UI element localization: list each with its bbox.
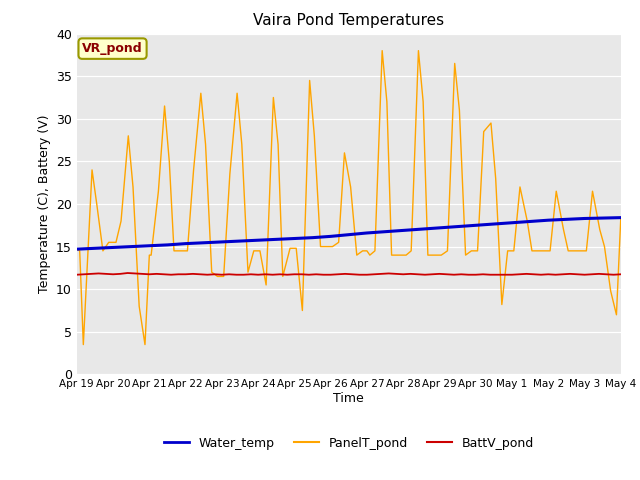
Title: Vaira Pond Temperatures: Vaira Pond Temperatures [253,13,444,28]
X-axis label: Time: Time [333,392,364,405]
Y-axis label: Temperature (C), Battery (V): Temperature (C), Battery (V) [38,115,51,293]
Legend: Water_temp, PanelT_pond, BattV_pond: Water_temp, PanelT_pond, BattV_pond [159,432,539,455]
Text: VR_pond: VR_pond [82,42,143,55]
